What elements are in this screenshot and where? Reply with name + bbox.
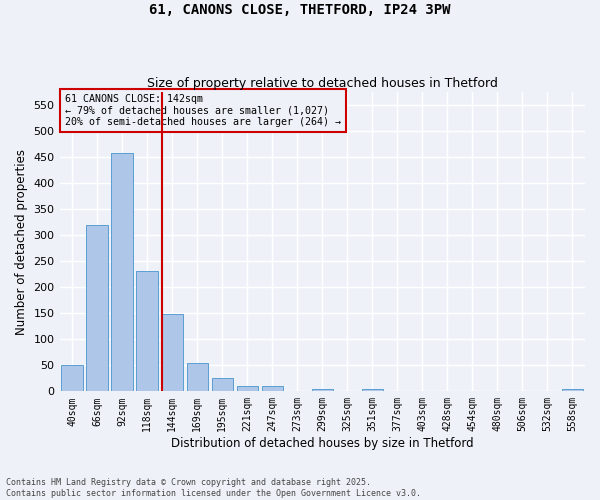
Bar [61,366,83,392]
X-axis label: Distribution of detached houses by size in Thetford: Distribution of detached houses by size … [171,437,473,450]
Bar [86,225,108,392]
Text: 61 CANONS CLOSE: 142sqm
← 79% of detached houses are smaller (1,027)
20% of semi: 61 CANONS CLOSE: 142sqm ← 79% of detache… [65,94,341,127]
Bar [311,388,333,392]
Bar [562,390,583,392]
Bar [212,378,233,392]
Text: Contains HM Land Registry data © Crown copyright and database right 2025.
Contai: Contains HM Land Registry data © Crown c… [6,478,421,498]
Text: 61, CANONS CLOSE, THETFORD, IP24 3PW: 61, CANONS CLOSE, THETFORD, IP24 3PW [149,2,451,16]
Bar [161,314,183,392]
Bar [136,270,158,392]
Bar [112,154,133,392]
Bar [236,386,258,392]
Bar [362,390,383,392]
Y-axis label: Number of detached properties: Number of detached properties [15,148,28,334]
Title: Size of property relative to detached houses in Thetford: Size of property relative to detached ho… [147,76,498,90]
Bar [187,363,208,392]
Bar [262,386,283,392]
